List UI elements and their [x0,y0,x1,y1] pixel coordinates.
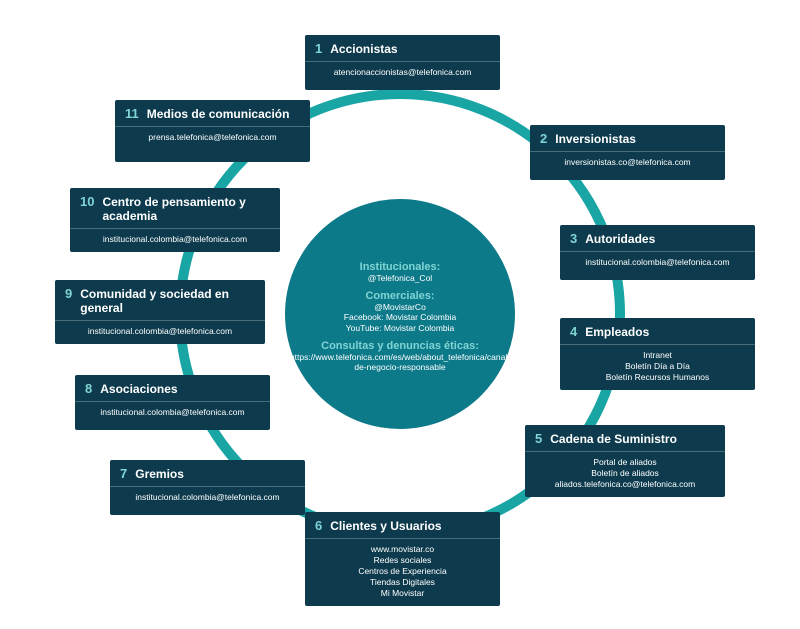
box-body: IntranetBoletín Día a DíaBoletín Recurso… [560,345,755,390]
box-number: 11 [125,106,139,121]
center-heading: Comerciales: [365,290,434,302]
box-title-row: 4 Empleados [560,318,755,344]
box-title: Asociaciones [100,383,177,397]
stakeholder-box-2: 2 Inversionistas inversionistas.co@telefon… [530,125,725,180]
box-title: Inversionistas [555,133,636,147]
box-body-line: institucional.colombia@telefonica.com [85,407,260,418]
box-body-line: Tiendas Digitales [315,577,490,588]
box-body-line: Boletín de aliados [535,468,715,479]
box-title-row: 2 Inversionistas [530,125,725,151]
box-body-line: atencionaccionistas@telefonica.com [315,67,490,78]
box-body-line: inversionistas.co@telefonica.com [540,157,715,168]
box-title-row: 11 Medios de comunicación [115,100,310,126]
box-title: Empleados [585,326,649,340]
center-line: https://www.telefonica.com/es/web/about_… [290,352,510,373]
stakeholder-box-9: 9 Comunidad y sociedad en general instituc… [55,280,265,344]
box-number: 2 [540,131,547,146]
box-body: inversionistas.co@telefonica.com [530,152,725,175]
box-body: institucional.colombia@telefonica.com [55,321,265,344]
box-body-line: prensa.telefonica@telefonica.com [125,132,300,143]
box-body-line: Portal de aliados [535,457,715,468]
box-title: Clientes y Usuarios [330,520,441,534]
stakeholder-box-6: 6 Clientes y Usuarios www.movistar.coRedes… [305,512,500,606]
box-title: Comunidad y sociedad en general [80,288,255,316]
center-line: @Telefonica_Col [368,273,432,284]
box-body-line: www.movistar.co [315,544,490,555]
box-body: Portal de aliadosBoletín de aliadosaliad… [525,452,725,497]
center-line: Facebook: Movistar Colombia [344,312,456,323]
box-number: 8 [85,381,92,396]
box-title: Gremios [135,468,184,482]
stakeholder-box-11: 11 Medios de comunicación prensa.telefonic… [115,100,310,162]
box-number: 1 [315,41,322,56]
box-body-line: Boletín Día a Día [570,361,745,372]
box-title: Accionistas [330,43,397,57]
box-title: Centro de pensamiento y academia [102,196,270,224]
box-title: Medios de comunicación [147,108,290,122]
box-body: institucional.colombia@telefonica.com [70,229,280,252]
center-heading: Consultas y denuncias éticas: [321,340,479,352]
box-number: 10 [80,194,94,209]
center-circle: Institucionales:@Telefonica_Col Comercial… [285,199,515,429]
box-title-row: 10 Centro de pensamiento y academia [70,188,280,228]
box-number: 6 [315,518,322,533]
stakeholder-box-1: 1 Accionistas atencionaccionistas@telefoni… [305,35,500,90]
stakeholder-box-8: 8 Asociaciones institucional.colombia@tele… [75,375,270,430]
box-body: institucional.colombia@telefonica.com [110,487,305,510]
box-body: institucional.colombia@telefonica.com [560,252,755,275]
box-body-line: aliados.telefonica.co@telefonica.com [535,479,715,490]
center-line: @MovistarCo [374,302,426,313]
box-body-line: Centros de Experiencia [315,566,490,577]
box-body: institucional.colombia@telefonica.com [75,402,270,425]
box-body-line: institucional.colombia@telefonica.com [80,234,270,245]
box-number: 9 [65,286,72,301]
box-body: prensa.telefonica@telefonica.com [115,127,310,150]
box-title-row: 8 Asociaciones [75,375,270,401]
box-title-row: 1 Accionistas [305,35,500,61]
box-title: Cadena de Suministro [550,433,677,447]
box-number: 5 [535,431,542,446]
box-number: 4 [570,324,577,339]
box-body: atencionaccionistas@telefonica.com [305,62,500,85]
box-body-line: institucional.colombia@telefonica.com [570,257,745,268]
stakeholder-box-5: 5 Cadena de Suministro Portal de aliadosBo… [525,425,725,497]
box-body: www.movistar.coRedes socialesCentros de … [305,539,500,606]
box-body-line: institucional.colombia@telefonica.com [120,492,295,503]
box-number: 7 [120,466,127,481]
box-number: 3 [570,231,577,246]
box-body-line: Redes sociales [315,555,490,566]
box-body-line: institucional.colombia@telefonica.com [65,326,255,337]
box-title-row: 7 Gremios [110,460,305,486]
box-title-row: 3 Autoridades [560,225,755,251]
box-body-line: Mi Movistar [315,588,490,599]
box-body-line: Boletín Recursos Humanos [570,372,745,383]
center-heading: Institucionales: [360,261,441,273]
box-title-row: 5 Cadena de Suministro [525,425,725,451]
stakeholder-box-10: 10 Centro de pensamiento y academia instit… [70,188,280,252]
stakeholder-box-3: 3 Autoridades institucional.colombia@telef… [560,225,755,280]
center-line: YouTube: Movistar Colombia [346,323,455,334]
box-body-line: Intranet [570,350,745,361]
box-title: Autoridades [585,233,655,247]
box-title-row: 9 Comunidad y sociedad en general [55,280,265,320]
stakeholder-box-7: 7 Gremios institucional.colombia@telefonic… [110,460,305,515]
stakeholder-box-4: 4 Empleados IntranetBoletín Día a DíaBolet… [560,318,755,390]
box-title-row: 6 Clientes y Usuarios [305,512,500,538]
